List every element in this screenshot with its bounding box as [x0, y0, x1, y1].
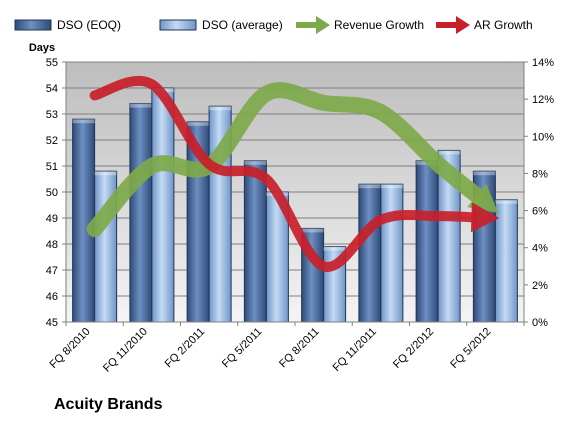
bar-dso-eoq — [415, 160, 439, 323]
legend-label: DSO (EOQ) — [57, 18, 121, 32]
y-tick-label: 47 — [46, 265, 58, 277]
y2-tick-label: 2% — [532, 280, 548, 292]
bar-dso-eoq-cap — [301, 228, 324, 233]
revenue-growth-arrow — [86, 82, 485, 238]
legend-swatch — [159, 19, 197, 31]
y2-tick-label: 6% — [532, 206, 548, 218]
y-tick-label: 45 — [46, 317, 58, 329]
legend-swatch-head — [456, 16, 470, 34]
bar-dso-eoq — [358, 183, 382, 323]
bar-dso-average-cap — [438, 150, 461, 155]
bar-dso-average-cap — [323, 246, 346, 251]
bar-dso-eoq — [243, 160, 267, 323]
y2-tick-label: 12% — [532, 94, 554, 106]
y-tick-label: 49 — [46, 213, 58, 225]
x-tick-label: FQ 8/2010 — [48, 326, 93, 371]
bar-dso-eoq-cap — [129, 103, 152, 108]
y2-tick-label: 4% — [532, 243, 548, 255]
bar-dso-eoq-cap — [473, 171, 496, 176]
ar-growth-arrow-head — [470, 202, 500, 233]
legend-label: Revenue Growth — [334, 18, 424, 32]
bar-dso-eoq — [129, 103, 153, 323]
y2-tick-label: 0% — [532, 317, 548, 329]
bar-dso-average — [380, 183, 404, 323]
legend-swatch — [14, 19, 52, 31]
legend-label: AR Growth — [474, 18, 533, 32]
y2-tick-label: 10% — [532, 131, 554, 143]
x-tick-label: FQ 8/2011 — [277, 326, 322, 371]
bar-dso-average-cap — [495, 199, 518, 204]
x-tick-label: FQ 2/2011 — [163, 326, 208, 371]
ar-growth-arrow — [89, 75, 477, 272]
bar-dso-eoq — [72, 118, 96, 323]
x-tick-label: FQ 2/2012 — [391, 326, 436, 371]
y-tick-label: 53 — [46, 109, 58, 121]
y-axis-title: Days — [29, 42, 55, 54]
x-tick-label: FQ 11/2011 — [331, 326, 379, 374]
y-tick-label: 51 — [46, 161, 58, 173]
bar-dso-average-cap — [209, 106, 232, 111]
bar-dso-average — [151, 87, 175, 323]
bar-dso-average-cap — [94, 171, 117, 176]
x-tick-label: FQ 11/2010 — [101, 326, 150, 375]
legend-label: DSO (average) — [202, 18, 283, 32]
y-tick-label: 50 — [46, 187, 58, 199]
bar-dso-eoq-cap — [244, 160, 267, 165]
bar-dso-average-cap — [380, 184, 403, 189]
bar-dso-eoq-cap — [72, 119, 95, 124]
y2-tick-label: 8% — [532, 168, 548, 180]
y-tick-label: 48 — [46, 239, 58, 251]
company-name: Acuity Brands — [54, 396, 163, 413]
legend-swatch-head — [316, 16, 330, 34]
x-tick-label: FQ 5/2012 — [448, 326, 493, 371]
y-tick-label: 46 — [46, 291, 58, 303]
bar-dso-eoq-cap — [187, 121, 210, 126]
y-tick-label: 55 — [46, 57, 58, 69]
y-tick-label: 52 — [46, 135, 58, 147]
x-tick-label: FQ 5/2011 — [220, 326, 265, 371]
y2-tick-label: 14% — [532, 57, 554, 69]
y-tick-label: 54 — [46, 83, 58, 95]
bar-dso-eoq-cap — [358, 184, 381, 189]
